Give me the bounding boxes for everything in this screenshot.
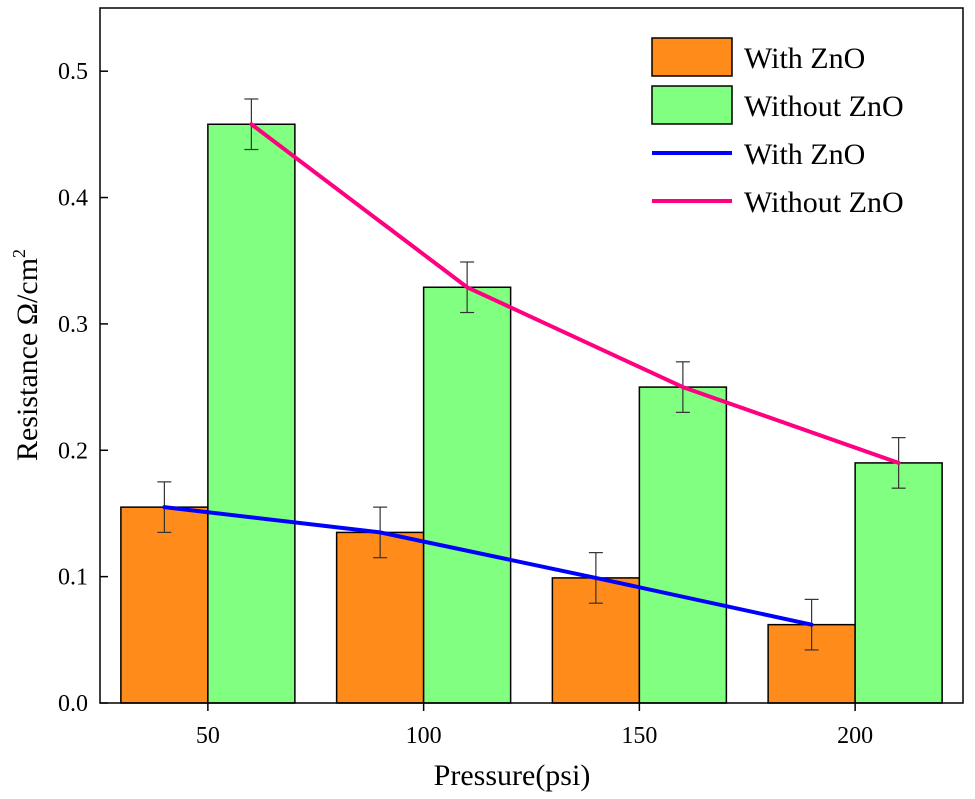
x-tick-label: 50 [196,723,220,749]
y-tick-label: 0.4 [58,186,88,212]
bar-without-zno-200 [854,462,943,704]
line-without-zno [249,122,901,465]
y-tick-label: 0.3 [58,312,88,338]
x-tick-label: 150 [621,723,657,749]
y-axis-title: Resistance Ω/cm2 [9,249,44,461]
line-with-zno [162,505,814,627]
legend-item-2: With ZnO [652,138,865,171]
legend-label: Without ZnO [744,186,904,219]
legend-item-1: Without ZnO [651,85,904,125]
bar-without-zno-150 [638,386,728,704]
y-axis-title-superscript: 2 [9,249,29,258]
bar-without-zno-50 [207,123,296,704]
legend-swatch [651,37,733,77]
legend-swatch [651,85,733,125]
y-tick-label: 0.2 [58,438,88,464]
plot-frame [99,7,964,704]
x-axis-title: Pressure(psi) [434,759,591,792]
y-axis-title-text: Resistance Ω/cm [11,258,44,461]
bar-with-zno-100 [335,531,425,704]
legend: With ZnO Without ZnO With ZnO Without ZnO [651,37,904,219]
bar-without-zno-100 [422,286,512,704]
y-tick-label: 0.5 [58,59,88,85]
x-tick-label: 100 [406,723,442,749]
legend-label: With ZnO [744,42,865,75]
y-tick-label: 0.0 [58,691,88,717]
legend-item-0: With ZnO [651,37,865,77]
axes: 0.0 0.1 0.2 0.3 0.4 0.5 50 100 150 200 [58,7,964,749]
x-tick-label: 200 [837,723,873,749]
legend-label: Without ZnO [744,90,904,123]
bar-with-zno-50 [120,506,209,704]
legend-item-3: Without ZnO [652,186,904,219]
plot-area [120,98,943,704]
legend-label: With ZnO [744,138,865,171]
y-tick-label: 0.1 [58,565,88,591]
